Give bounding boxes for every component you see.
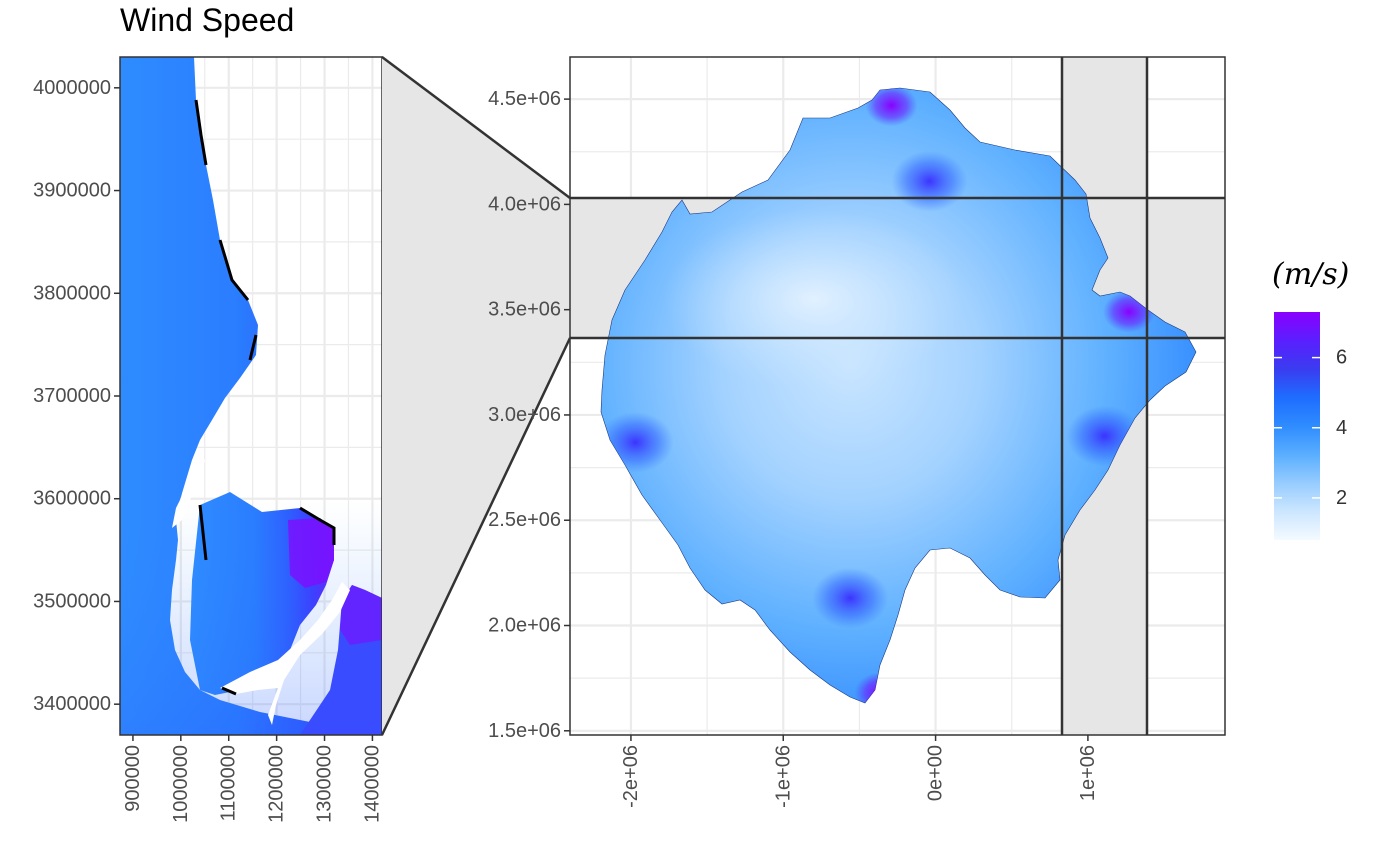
inset-estuary-2 [220, 582, 350, 725]
inset-y-tick-label: 3700000 [33, 385, 111, 407]
main-y-tick-label: 2.5e+06 [488, 509, 561, 531]
legend-title: (m/s) [1272, 257, 1349, 292]
wind-hotspot [812, 567, 889, 629]
inset-y-tick-label: 3900000 [33, 180, 111, 202]
zoom-connector-bottom [380, 337, 572, 736]
main-x-axis: -2e+06 -1e+06 0e+00 1e+06 [620, 735, 1099, 808]
main-x-tick-label: -1e+06 [772, 745, 794, 808]
main-panel: 1.5e+06 2.0e+06 2.5e+06 3.0e+06 3.5e+06 4.0e+… [488, 56, 1226, 808]
main-x-tick-label: -2e+06 [620, 745, 642, 808]
main-y-tick-label: 3.5e+06 [488, 299, 561, 321]
inset-y-tick-label: 3500000 [33, 590, 111, 612]
inset-coast-edge [194, 99, 336, 696]
inset-y-tick-label: 3400000 [33, 693, 111, 715]
inset-y-tick-label: 3600000 [33, 488, 111, 510]
inset-x-tick-label: 1000000 [170, 745, 192, 823]
calm-area [663, 209, 964, 390]
legend-tick-label: 6 [1336, 347, 1347, 369]
inset-x-tick-label: 900000 [122, 745, 144, 812]
inset-y-tick-label: 3800000 [33, 282, 111, 304]
legend-tick-label: 2 [1336, 487, 1347, 509]
inset-x-tick-label: 1400000 [361, 745, 383, 823]
zoom-connector-fill [382, 57, 570, 735]
inset-strong-zone [288, 518, 334, 588]
main-x-tick-label: 1e+06 [1077, 745, 1099, 801]
inset-y-tick-label: 4000000 [33, 77, 111, 99]
inset-x-tick-label: 1300000 [314, 745, 336, 823]
inset-estuary-1 [172, 455, 205, 528]
main-y-tick-label: 4.5e+06 [488, 88, 561, 110]
inset-x-tick-label: 1100000 [218, 745, 240, 821]
inset-panel: 3400000 3500000 3600000 3700000 3800000 39000… [33, 56, 383, 823]
main-panel-border [569, 56, 1226, 736]
wind-hotspot [865, 88, 918, 127]
continent-raster [600, 87, 1197, 704]
wind-hotspot [891, 150, 968, 212]
main-x-tick-label: 0e+00 [925, 745, 947, 801]
main-y-axis: 1.5e+06 2.0e+06 2.5e+06 3.0e+06 3.5e+06 4.0e+… [488, 88, 570, 742]
inset-land-southeast-violet [340, 585, 382, 645]
inset-x-axis: 900000 1000000 1100000 1200000 1300000 140000… [122, 735, 383, 823]
inset-y-axis: 3400000 3500000 3600000 3700000 3800000 39000… [33, 77, 120, 715]
main-y-tick-label: 4.0e+06 [488, 193, 561, 215]
chart-title: Wind Speed [120, 2, 294, 38]
main-y-tick-label: 3.0e+06 [488, 404, 561, 426]
inset-land-west [120, 57, 382, 735]
inset-x-tick-label: 1200000 [266, 745, 288, 823]
legend-tick-label: 4 [1336, 417, 1347, 439]
zoom-connector-top [381, 56, 571, 199]
color-legend: (m/s) 2 4 6 [1272, 257, 1349, 540]
main-y-tick-label: 1.5e+06 [488, 720, 561, 742]
inset-raster [120, 57, 382, 735]
legend-ticks: 2 4 6 [1274, 347, 1347, 509]
legend-colorbar [1274, 312, 1320, 540]
main-y-tick-label: 2.0e+06 [488, 615, 561, 637]
